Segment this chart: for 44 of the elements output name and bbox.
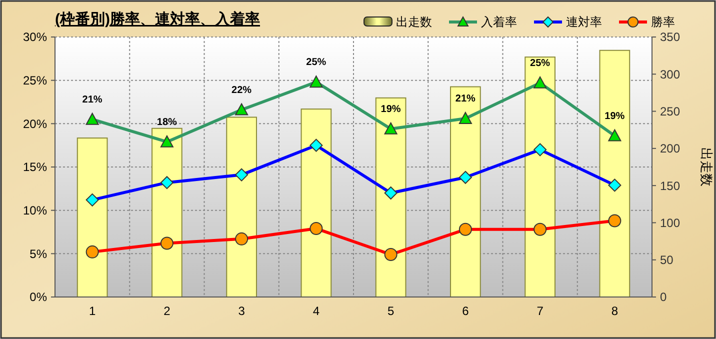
chart-title: (枠番別)勝率、連対率、入着率 <box>55 10 260 28</box>
x-tick-label: 3 <box>238 304 246 318</box>
data-label: 21% <box>455 93 476 104</box>
legend-label: 入着率 <box>481 15 517 30</box>
legend-label: 勝率 <box>651 15 675 30</box>
data-label: 25% <box>306 57 326 68</box>
bar <box>375 97 406 298</box>
x-tick-label: 1 <box>88 304 96 318</box>
bar <box>524 56 556 298</box>
bar <box>599 50 630 298</box>
data-label: 21% <box>82 94 102 106</box>
data-label: 19% <box>604 110 625 122</box>
bar <box>226 116 257 298</box>
y2-tick-label: 150 <box>660 178 680 193</box>
y2-tick-label: 0 <box>660 290 667 304</box>
data-label: 19% <box>380 104 401 115</box>
y-tick-label: 25% <box>22 74 48 88</box>
y2-tick-label: 50 <box>660 253 674 268</box>
y2-axis-title: 出走数 <box>699 148 714 186</box>
bar <box>76 138 108 298</box>
data-label: 25% <box>530 58 550 69</box>
y2-tick-label: 250 <box>660 104 680 118</box>
y2-tick-label: 200 <box>660 142 680 156</box>
x-tick-label: 4 <box>312 304 320 318</box>
legend-label: 連対率 <box>566 15 602 30</box>
y-tick-label: 0% <box>30 290 48 304</box>
bar <box>300 108 332 298</box>
legend-label: 出走数 <box>396 15 432 30</box>
y-tick-label: 20% <box>22 116 48 131</box>
x-tick-label: 6 <box>462 304 470 318</box>
data-label: 22% <box>232 84 252 96</box>
y-tick-label: 5% <box>30 246 48 261</box>
x-tick-label: 5 <box>387 304 394 318</box>
y2-tick-label: 100 <box>660 216 680 230</box>
bar <box>450 86 481 298</box>
x-tick-label: 7 <box>536 304 544 318</box>
y-tick-label: 10% <box>22 204 48 218</box>
x-tick-label: 2 <box>164 304 171 318</box>
y-tick-label: 30% <box>22 30 48 44</box>
y2-tick-label: 350 <box>660 30 680 44</box>
y-tick-label: 15% <box>22 160 48 174</box>
y2-tick-label: 300 <box>660 67 680 82</box>
data-label: 18% <box>156 116 178 128</box>
x-tick-label: 8 <box>611 304 618 318</box>
